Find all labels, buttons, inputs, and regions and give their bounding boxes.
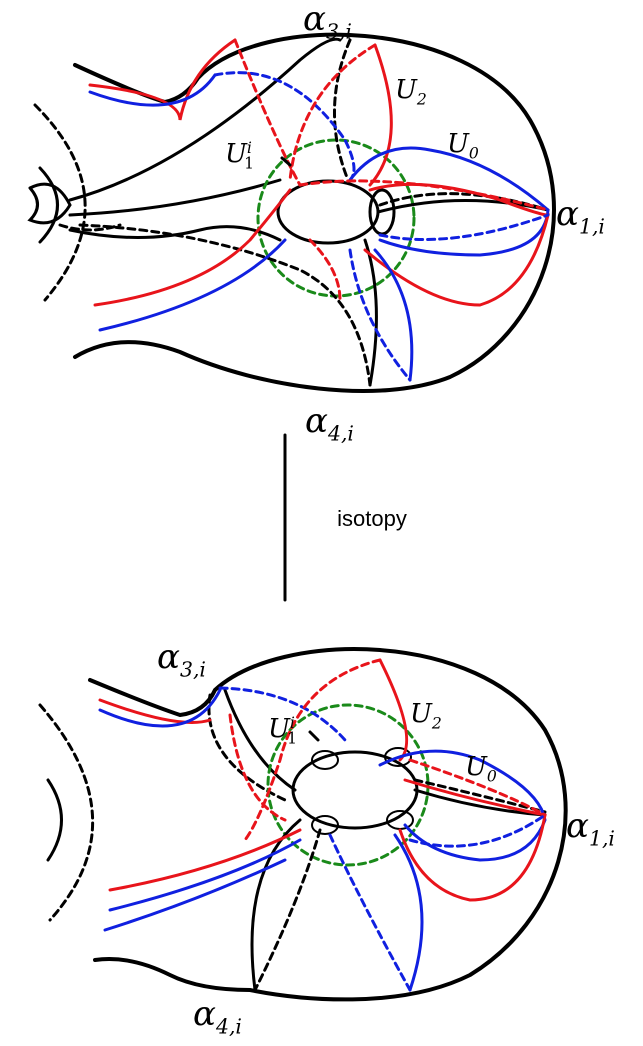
bottom-surface [18,649,566,999]
label-symbol: α [556,194,579,234]
diagram: isotopy α3,iU [0,0,643,1046]
isotopy-arrow [268,435,302,628]
label: U2 [410,699,442,733]
label-symbol: U [395,75,418,105]
label-subscript: 0 [469,145,479,163]
label-symbol: α [193,994,216,1034]
label-subscript: 3,i [180,658,206,682]
label-symbol: α [157,637,180,677]
label: α3,i [157,637,206,682]
label-subscript: 4,i [215,1015,242,1039]
label-symbol: U [465,752,488,782]
label-subscript: 2 [431,715,442,733]
label-symbol: U [410,699,433,729]
label: α4,i [305,401,354,446]
label-subscript: 1 [244,155,254,173]
label-subscript: 1,i [589,827,615,851]
label-symbol: α [305,401,328,441]
label: α1,i [556,194,605,239]
label: α3,i [303,0,352,44]
label: U2 [395,75,427,109]
top-surface [11,35,554,391]
label: U0 [447,129,479,163]
label-subscript: 3,i [326,20,352,44]
isotopy-label: isotopy [337,506,407,531]
label-subscript: 2 [416,91,427,109]
label-subscript: 0 [487,768,497,786]
label-symbol: α [303,0,326,39]
label-subscript: 1,i [579,215,605,239]
label: α1,i [566,806,615,851]
label-subscript: 1 [287,730,297,748]
label-symbol: α [566,806,589,846]
label: α4,i [193,994,242,1039]
label-symbol: U [447,129,470,159]
label: U0 [465,752,497,786]
label-subscript: 4,i [327,422,354,446]
